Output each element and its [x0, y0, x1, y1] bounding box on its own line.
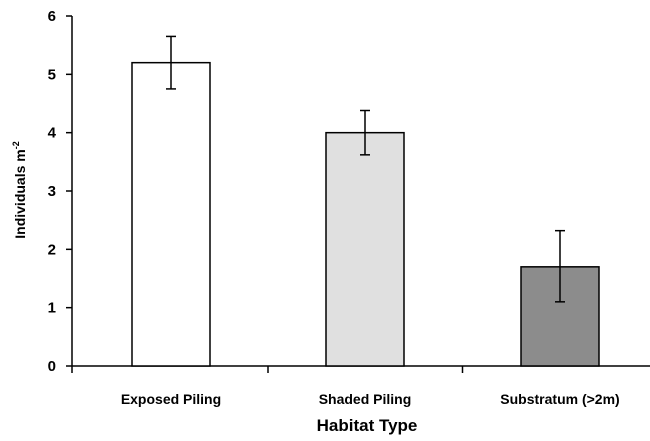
x-category-label-1: Exposed Piling	[121, 391, 221, 407]
y-axis-title: Individuals m-2	[11, 141, 28, 238]
x-axis-title: Habitat Type	[317, 416, 418, 435]
y-tick-label-5: 5	[48, 66, 56, 83]
y-tick-label-6: 6	[48, 8, 56, 25]
x-axis: Exposed Piling Shaded Piling Substratum (>…	[71, 365, 650, 407]
y-tick-label-1: 1	[48, 300, 56, 317]
bars	[131, 61, 600, 367]
error-bars	[166, 35, 565, 303]
y-axis-title-superscript: -2	[11, 141, 21, 149]
bar-1	[131, 61, 211, 367]
x-category-label-2: Shaded Piling	[319, 391, 412, 407]
y-tick-label-4: 4	[48, 125, 57, 142]
x-category-label-3: Substratum (>2m)	[500, 391, 619, 407]
y-tick-label-0: 0	[48, 358, 56, 375]
bar-2	[325, 131, 405, 367]
y-tick-label-3: 3	[48, 183, 56, 200]
y-axis-title-text: Individuals m	[12, 149, 28, 238]
y-tick-label-2: 2	[48, 241, 56, 258]
y-axis: 0 1 2 3 4 5 6	[48, 8, 73, 375]
